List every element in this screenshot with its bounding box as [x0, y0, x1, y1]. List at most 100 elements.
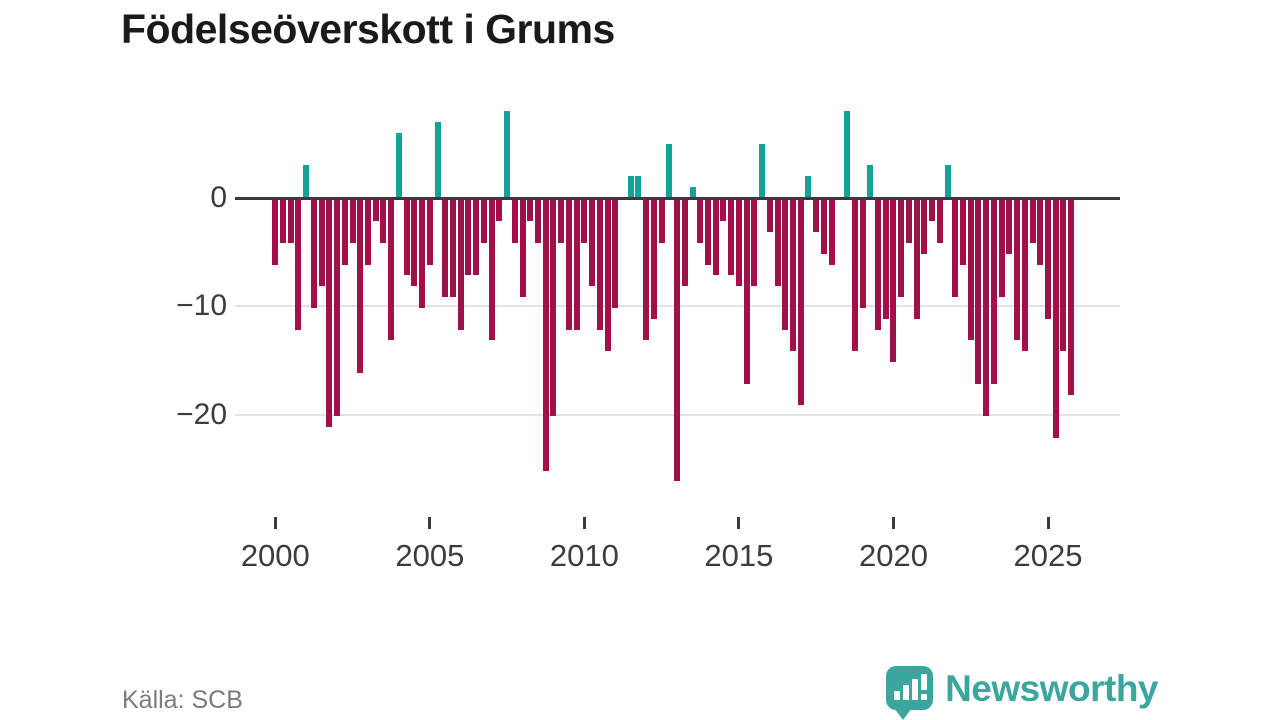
bar-2018K4	[851, 199, 858, 352]
bar-2025K3	[1060, 199, 1067, 352]
newsworthy-logo-icon	[886, 665, 934, 720]
bar-2009K4	[573, 199, 580, 330]
bar-2019K4	[882, 199, 889, 319]
bar-2020K4	[913, 199, 920, 319]
bar-2001K3	[318, 199, 325, 287]
bar-2019K2	[867, 165, 874, 198]
bar-2005K3	[442, 199, 449, 298]
bar-2017K3	[813, 199, 820, 233]
bar-2000K2	[280, 199, 287, 243]
bar-2003K1	[365, 199, 372, 265]
bar-2008K3	[535, 199, 542, 243]
bar-2018K3	[844, 111, 851, 198]
bar-2022K1	[952, 199, 959, 298]
x-tick-mark	[891, 517, 895, 529]
x-tick-mark	[273, 517, 277, 529]
bar-2010K1	[581, 199, 588, 243]
bar-2023K3	[998, 199, 1005, 298]
x-tick-label: 2005	[395, 538, 465, 573]
page-title: Födelseöverskott i Grums	[121, 6, 615, 52]
bar-2025K2	[1052, 199, 1059, 438]
bar-2022K2	[960, 199, 966, 265]
bar-2007K1	[488, 199, 495, 341]
bar-2020K1	[890, 199, 897, 363]
bar-2008K1	[519, 199, 526, 298]
bar-2017K4	[820, 199, 827, 254]
bar-2023K2	[990, 199, 997, 384]
bar-2022K3	[967, 199, 974, 341]
bar-2021K3	[936, 199, 943, 243]
bar-2017K2	[805, 176, 812, 198]
bar-2014K4	[728, 199, 735, 276]
bar-2002K4	[357, 199, 364, 373]
bar-2012K2	[650, 199, 657, 319]
bar-2013K4	[697, 199, 704, 243]
bar-2005K1	[426, 199, 433, 265]
bar-2024K1	[1014, 199, 1021, 341]
logo-bar-icon	[894, 690, 901, 700]
zero-axis-line	[235, 196, 1120, 200]
bar-2007K4	[511, 199, 518, 243]
bar-2001K1	[303, 165, 310, 198]
bar-2022K4	[975, 199, 982, 384]
x-tick-mark	[737, 517, 741, 529]
bar-2005K4	[450, 199, 457, 298]
bar-2004K3	[411, 199, 418, 287]
bar-2003K2	[372, 199, 379, 222]
bar-2009K2	[558, 199, 565, 243]
bar-2016K3	[782, 199, 789, 330]
bar-2009K1	[550, 199, 557, 417]
bar-2002K3	[349, 199, 356, 243]
bar-2016K2	[774, 199, 781, 287]
x-tick-mark	[428, 517, 432, 529]
bar-2020K2	[898, 199, 905, 298]
bar-2003K4	[388, 199, 395, 341]
bar-2016K4	[790, 199, 796, 352]
bar-2001K2	[310, 199, 317, 308]
logo-bar-icon	[912, 678, 919, 700]
bar-2019K3	[875, 199, 881, 330]
bar-2013K1	[674, 199, 681, 482]
bar-chart	[235, 90, 1125, 510]
bar-2006K2	[465, 199, 472, 276]
bar-2015K3	[751, 199, 758, 287]
bar-2006K4	[480, 199, 487, 243]
bar-2010K4	[604, 199, 611, 352]
bar-2008K4	[542, 199, 549, 471]
bar-2004K1	[395, 132, 402, 198]
bar-2025K4	[1068, 199, 1075, 395]
bar-2011K1	[612, 199, 619, 308]
bar-2011K4	[635, 176, 642, 198]
bar-2010K2	[589, 199, 596, 287]
bar-2012K4	[666, 143, 673, 198]
bar-2012K1	[643, 199, 650, 341]
bar-2024K4	[1037, 199, 1044, 265]
x-tick-label: 2010	[549, 538, 619, 573]
bar-2023K4	[1006, 199, 1013, 254]
y-tick-label: −10	[176, 289, 227, 323]
x-tick-label: 2025	[1013, 538, 1083, 573]
bar-2024K3	[1029, 199, 1036, 243]
bar-2021K1	[921, 199, 928, 254]
brand-footer: Newsworthy	[886, 663, 1158, 720]
bar-2002K1	[334, 199, 341, 417]
bar-2015K2	[743, 199, 750, 384]
bar-2000K3	[287, 199, 294, 243]
x-tick-label: 2000	[240, 538, 310, 573]
bar-2021K2	[929, 199, 936, 222]
bar-2018K1	[828, 199, 835, 265]
y-tick-label: 0	[210, 181, 227, 214]
bar-2001K4	[326, 199, 333, 428]
bar-2015K4	[759, 143, 766, 198]
logo-bubble-tail	[894, 707, 913, 720]
bar-2021K4	[944, 165, 951, 198]
bar-2009K3	[565, 199, 572, 330]
bar-2003K3	[380, 199, 387, 243]
bar-2006K1	[457, 199, 464, 330]
logo-bar-icon	[903, 684, 910, 700]
bar-2004K2	[403, 199, 410, 276]
brand-name: Newsworthy	[945, 668, 1158, 709]
bar-2000K1	[272, 199, 279, 265]
bar-2014K2	[712, 199, 719, 276]
bar-2014K3	[720, 199, 727, 222]
